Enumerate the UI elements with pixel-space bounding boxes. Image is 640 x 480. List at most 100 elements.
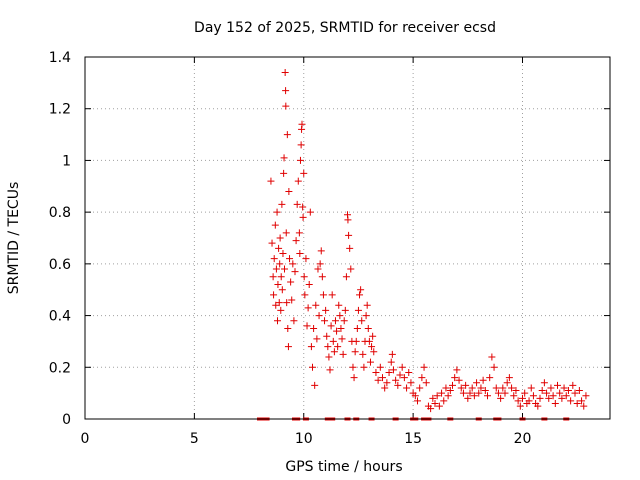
data-point: [351, 348, 359, 356]
data-point: [362, 312, 370, 320]
plot-frame: [84, 56, 611, 420]
data-point: [357, 286, 365, 294]
data-point: [547, 384, 555, 392]
data-point: [359, 350, 367, 358]
x-tick-label: 0: [81, 431, 90, 447]
data-point: [416, 384, 424, 392]
data-point: [353, 325, 361, 332]
data-point: [276, 234, 284, 242]
data-point: [273, 208, 281, 216]
data-point: [558, 394, 566, 402]
data-point: [275, 244, 283, 252]
data-point: [307, 343, 315, 351]
data-point: [284, 343, 292, 351]
data-point: [521, 389, 529, 397]
data-point: [272, 265, 280, 273]
data-point: [303, 322, 311, 330]
data-point: [394, 381, 402, 389]
x-tick-label: 5: [190, 431, 199, 447]
data-point: [276, 260, 284, 268]
data-point: [296, 250, 304, 258]
data-point: [290, 317, 298, 325]
data-point: [271, 221, 279, 229]
data-point: [466, 389, 474, 397]
data-point: [282, 102, 290, 110]
data-point: [324, 343, 332, 351]
data-point: [292, 237, 300, 245]
data-point: [301, 291, 309, 299]
data-point: [549, 392, 557, 400]
y-axis-label: SRMTID / TECUs: [6, 182, 22, 295]
data-point: [298, 120, 306, 128]
data-point: [318, 273, 326, 281]
data-point: [280, 154, 288, 162]
data-point: [396, 371, 404, 379]
data-point: [567, 397, 575, 405]
data-point: [267, 177, 275, 185]
data-point: [459, 389, 467, 397]
y-tick-label: 0.2: [49, 360, 71, 376]
data-point: [274, 281, 282, 289]
data-point: [407, 379, 415, 387]
data-point: [326, 366, 334, 374]
data-point: [562, 392, 570, 400]
data-point: [499, 384, 507, 392]
data-point: [569, 381, 577, 389]
data-point: [420, 363, 428, 371]
data-point: [449, 381, 456, 389]
data-point: [551, 399, 559, 407]
data-point: [554, 381, 561, 389]
data-point: [497, 394, 505, 402]
data-point: [488, 353, 496, 361]
data-point: [398, 363, 406, 371]
data-point: [529, 392, 537, 400]
data-point: [275, 299, 283, 307]
data-point: [433, 392, 441, 400]
data-point: [486, 374, 494, 382]
data-point: [310, 325, 318, 332]
data-point: [580, 402, 588, 410]
data-point: [477, 384, 485, 392]
data-point: [315, 312, 323, 320]
data-point: [289, 260, 297, 268]
data-point: [297, 141, 305, 149]
data-point: [312, 301, 320, 309]
data-point: [435, 402, 443, 410]
data-point: [473, 379, 481, 387]
data-point: [291, 268, 299, 276]
data-point: [578, 397, 586, 405]
data-point: [270, 291, 278, 299]
chart-title: Day 152 of 2025, SRMTID for receiver ecs…: [194, 20, 496, 36]
data-point: [400, 374, 408, 382]
data-point: [274, 317, 281, 325]
x-axis-label: GPS time / hours: [285, 459, 402, 475]
data-point: [294, 177, 302, 185]
data-point: [331, 317, 339, 325]
data-point: [328, 291, 336, 299]
data-point: [313, 335, 321, 343]
data-point: [370, 348, 378, 356]
data-point: [538, 387, 546, 395]
data-point: [358, 317, 366, 325]
data-point: [525, 397, 533, 405]
data-point: [492, 384, 500, 392]
data-point: [381, 384, 389, 392]
data-point: [514, 397, 522, 405]
data-point: [545, 394, 553, 402]
data-point: [444, 392, 452, 400]
y-tick-label: 1.4: [49, 50, 71, 66]
data-point: [512, 387, 520, 395]
data-point: [330, 348, 338, 356]
data-point: [387, 358, 395, 366]
data-point: [300, 273, 308, 281]
data-point: [299, 213, 307, 221]
data-point: [287, 278, 295, 286]
data-point: [279, 250, 287, 258]
data-point: [560, 384, 568, 392]
y-tick-label: 0: [62, 412, 71, 428]
data-point: [470, 392, 478, 400]
data-point: [440, 397, 448, 405]
data-point: [364, 325, 372, 332]
data-point: [484, 392, 491, 400]
data-point: [475, 389, 483, 397]
